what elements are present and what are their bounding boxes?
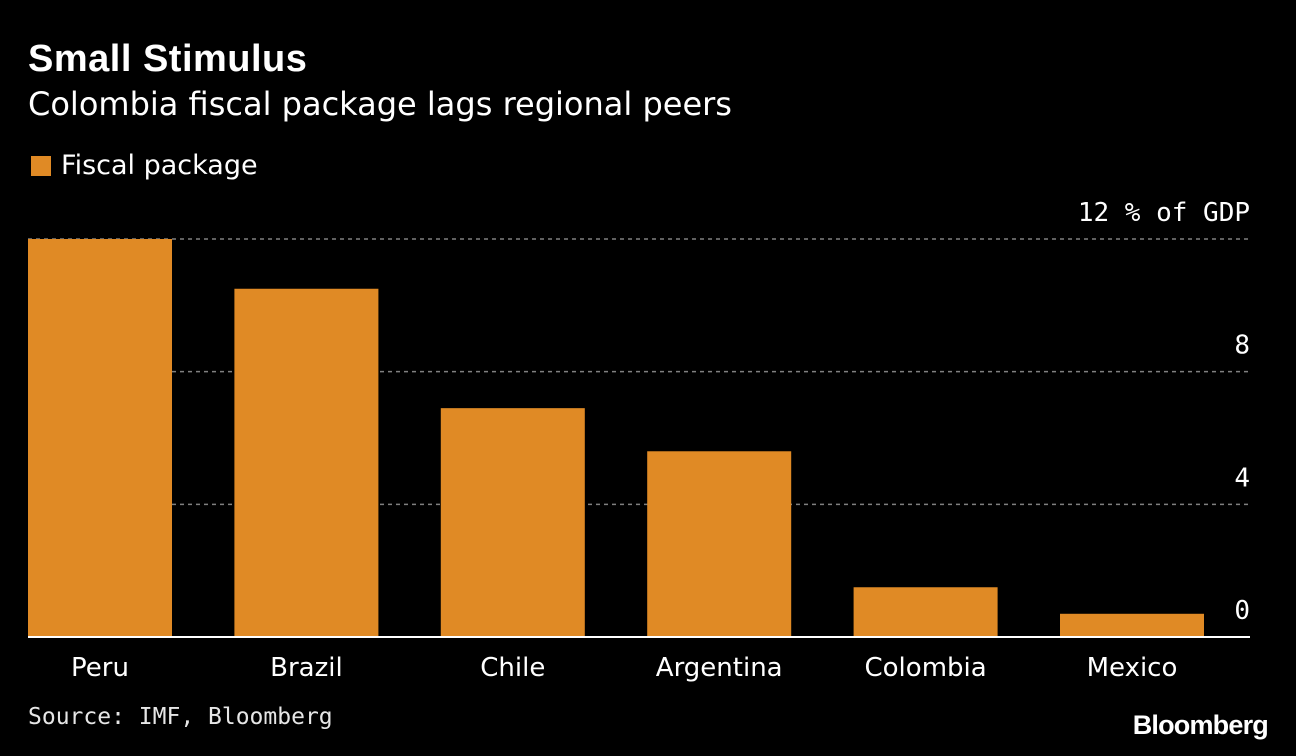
- x-tick-label: Peru: [71, 653, 129, 683]
- x-tick-label: Argentina: [656, 653, 783, 683]
- chart-subtitle: Colombia fiscal package lags regional pe…: [28, 85, 732, 123]
- bloomberg-logo: Bloomberg: [1132, 710, 1269, 740]
- chart-title: Small Stimulus: [28, 38, 308, 80]
- x-tick-label: Chile: [480, 653, 545, 683]
- y-tick-label: 12 % of GDP: [1078, 198, 1250, 228]
- bar-colombia: [853, 587, 998, 637]
- bar-peru: [28, 239, 172, 637]
- bar-mexico: [1060, 613, 1204, 637]
- legend: Fiscal package: [31, 152, 258, 179]
- legend-swatch: [31, 155, 51, 176]
- y-tick-label: 0: [1234, 596, 1250, 626]
- bar-brazil: [234, 288, 379, 637]
- bar-argentina: [647, 451, 792, 637]
- y-tick-label: 8: [1234, 331, 1250, 361]
- x-tick-label: Colombia: [865, 653, 987, 683]
- x-tick-label: Mexico: [1087, 653, 1178, 683]
- x-tick-label: Brazil: [270, 653, 343, 683]
- bar-chile: [440, 408, 585, 637]
- legend-label: Fiscal package: [61, 150, 258, 181]
- y-tick-label: 4: [1234, 463, 1250, 493]
- source-note: Source: IMF, Bloomberg: [28, 704, 333, 730]
